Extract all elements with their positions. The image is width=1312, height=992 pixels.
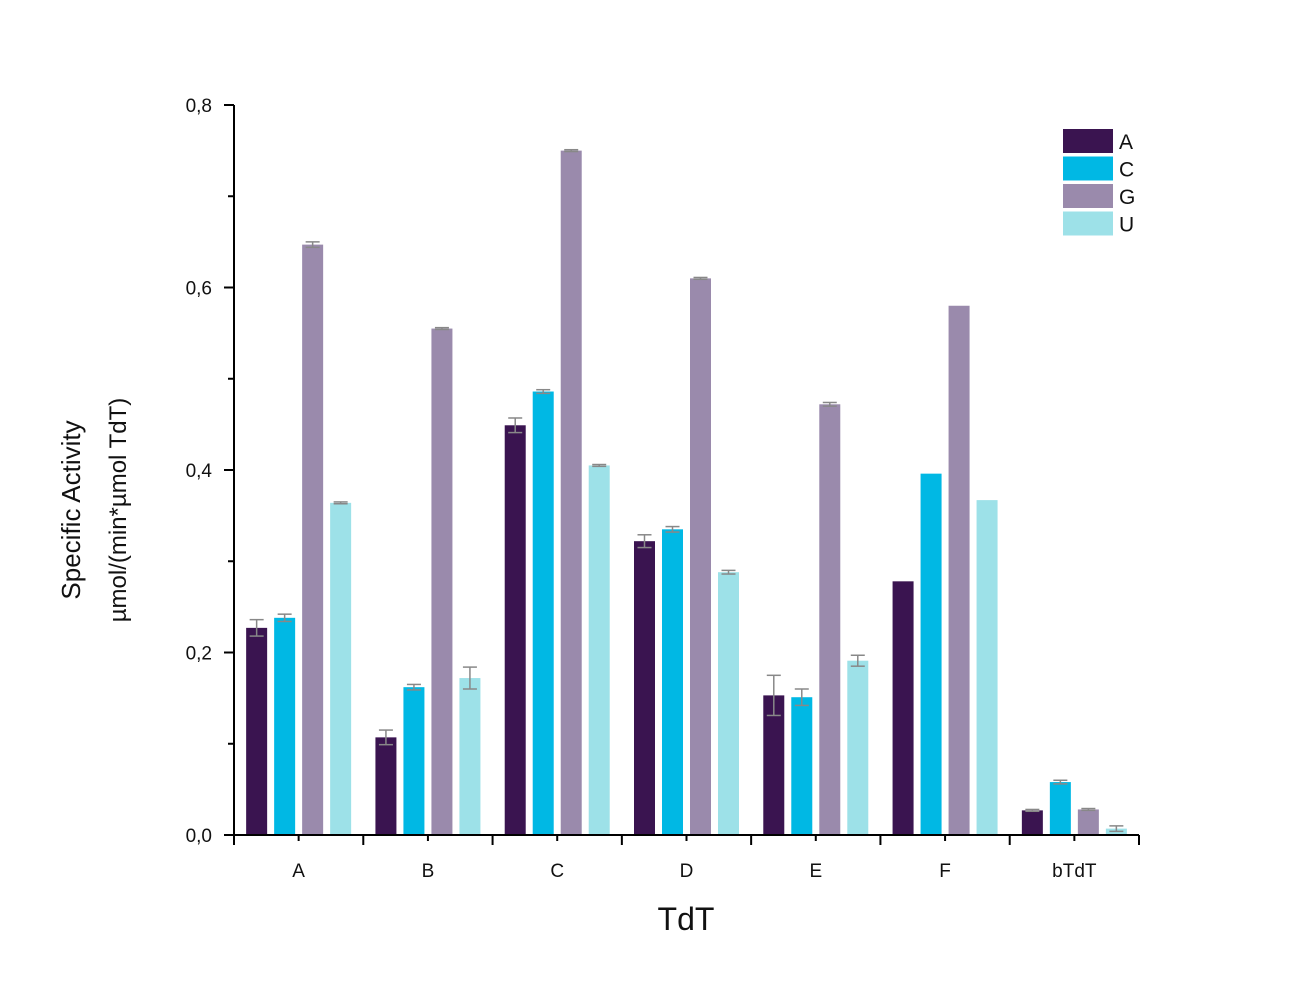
- bar-A-U: [330, 502, 352, 835]
- error-bar-D-A: [637, 534, 652, 549]
- error-bar-E-U: [850, 654, 865, 667]
- error-bar-bTdT-A: [1025, 808, 1040, 813]
- bar-F-C: [920, 473, 942, 835]
- bar-C-A: [504, 425, 526, 835]
- legend-label-A: A: [1119, 131, 1133, 154]
- x-tick-label: bTdT: [1052, 861, 1097, 882]
- error-bar-B-G: [434, 326, 449, 331]
- bar-bTdT-G: [1077, 809, 1099, 835]
- error-bar-C-C: [536, 388, 551, 395]
- bar-B-G: [431, 328, 453, 835]
- y-axis-unit: µmol/(min*µmol TdT): [105, 398, 132, 623]
- error-bar-A-C: [277, 613, 292, 623]
- bar-bTdT-C: [1049, 782, 1071, 835]
- error-bar-bTdT-G: [1081, 807, 1096, 812]
- error-bar-B-A: [378, 729, 393, 746]
- y-axis-title: Specific Activity: [56, 420, 86, 599]
- legend-label-U: U: [1119, 214, 1134, 237]
- bar-C-G: [560, 150, 582, 835]
- bar-A-C: [274, 617, 296, 835]
- bar-bTdT-A: [1021, 810, 1043, 835]
- legend-label-C: C: [1119, 159, 1134, 182]
- x-tick-label: B: [422, 861, 435, 882]
- bar-E-A: [763, 695, 785, 835]
- bar-C-C: [532, 391, 554, 835]
- bar-B-C: [403, 687, 425, 835]
- bar-D-C: [662, 529, 683, 835]
- x-tick-label: F: [939, 861, 951, 882]
- bar-B-U: [459, 678, 481, 835]
- bar-A-G: [302, 244, 324, 836]
- y-tick-label: 0,2: [186, 644, 212, 665]
- legend-swatch-U: [1063, 211, 1113, 236]
- error-bar-B-C: [406, 683, 421, 691]
- y-tick-label: 0,6: [186, 279, 212, 300]
- error-bar-A-A: [249, 618, 264, 637]
- error-bar-C-A: [508, 417, 523, 434]
- error-bar-A-G: [305, 241, 320, 249]
- bar-F-A: [892, 581, 914, 835]
- legend-swatch-A: [1063, 129, 1113, 153]
- bar-A-A: [246, 627, 268, 835]
- bar-D-A: [634, 541, 655, 835]
- bar-F-G: [948, 305, 970, 835]
- error-bar-A-U: [333, 501, 348, 505]
- bar-E-G: [819, 404, 841, 835]
- bar-E-U: [847, 660, 869, 835]
- error-bar-bTdT-U: [1109, 825, 1124, 833]
- x-axis-title: TdT: [658, 901, 715, 937]
- error-bar-E-C: [794, 688, 809, 707]
- error-bar-B-U: [462, 666, 477, 690]
- y-tick-label: 0,4: [186, 461, 213, 482]
- error-bar-E-A: [766, 674, 781, 717]
- error-bar-D-C: [665, 525, 680, 533]
- error-bar-C-U: [592, 463, 607, 468]
- bar-E-C: [791, 697, 813, 835]
- x-tick-label: A: [292, 861, 305, 882]
- error-bar-D-U: [721, 569, 736, 575]
- bar-C-U: [588, 465, 610, 835]
- error-bar-D-G: [693, 276, 708, 281]
- x-tick-label: E: [809, 861, 822, 882]
- error-bar-bTdT-C: [1053, 779, 1068, 785]
- bar-F-U: [976, 500, 998, 835]
- legend-swatch-C: [1063, 156, 1113, 181]
- bar-B-A: [375, 737, 397, 835]
- x-tick-label: D: [680, 861, 694, 882]
- error-bar-C-G: [564, 148, 579, 153]
- y-tick-label: 0,8: [186, 96, 212, 117]
- bar-D-U: [718, 572, 739, 835]
- error-bar-E-G: [822, 401, 837, 407]
- bar-D-G: [690, 278, 711, 835]
- x-tick-label: C: [550, 861, 564, 882]
- legend-swatch-G: [1063, 184, 1113, 208]
- y-tick-label: 0,0: [186, 826, 212, 847]
- legend-label-G: G: [1119, 186, 1135, 209]
